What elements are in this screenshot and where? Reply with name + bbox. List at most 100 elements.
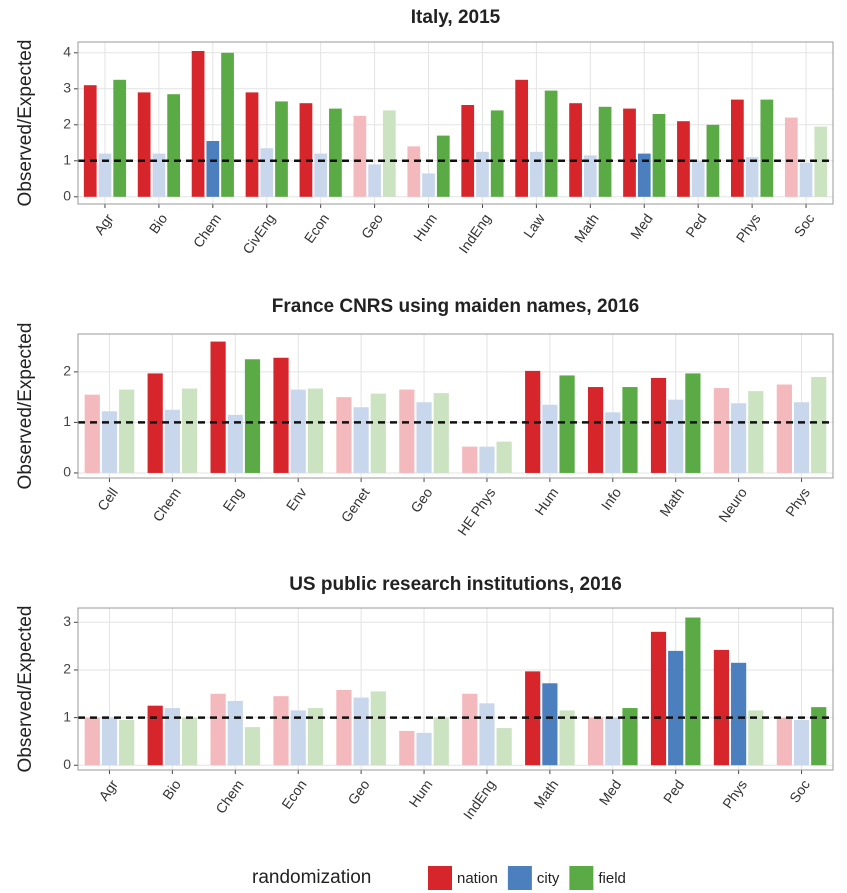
bar <box>776 717 792 766</box>
bar <box>164 708 180 766</box>
bar <box>98 153 112 197</box>
x-tick-label: Hum <box>405 777 435 810</box>
bar <box>731 403 747 473</box>
plot-border <box>77 333 834 479</box>
bar <box>101 717 118 766</box>
x-tick-label: Agr <box>91 210 117 237</box>
bar <box>210 693 226 766</box>
y-tick-label: 1 <box>63 413 71 429</box>
bar <box>137 92 151 197</box>
x-tick-label: Hum <box>410 211 440 244</box>
bar <box>650 631 667 766</box>
bar <box>622 708 638 766</box>
bar <box>622 387 638 473</box>
y-tick-label: 0 <box>63 756 71 772</box>
bar <box>605 717 621 766</box>
bar <box>273 696 289 766</box>
bar <box>544 90 558 197</box>
bar <box>530 151 543 197</box>
legend-title: randomization <box>252 867 371 888</box>
bar <box>730 99 744 197</box>
bar <box>525 370 541 473</box>
bar <box>461 105 475 197</box>
x-tick-label: Geo <box>407 484 435 515</box>
x-tick-label: Math <box>530 777 561 812</box>
x-tick-label: Bio <box>146 210 171 236</box>
bar <box>370 393 386 473</box>
bar <box>569 103 582 197</box>
x-tick-label: Chem <box>212 777 247 817</box>
bar <box>416 732 432 766</box>
x-tick-label: Ped <box>660 777 687 807</box>
bar <box>119 719 135 766</box>
bar <box>113 79 127 197</box>
chart-title: France CNRS using maiden names, 2016 <box>272 296 639 317</box>
bar <box>433 393 449 473</box>
bar <box>307 388 324 473</box>
bar <box>244 359 261 473</box>
x-tick-label: Med <box>627 211 656 242</box>
bar <box>353 407 369 473</box>
bar <box>210 341 226 473</box>
bar <box>353 697 369 766</box>
bar <box>811 376 827 473</box>
bar <box>273 357 289 473</box>
bar <box>329 108 342 197</box>
x-tick-label: Math <box>571 211 602 246</box>
y-tick-label: 0 <box>63 188 71 204</box>
bar <box>336 397 352 473</box>
x-tick-label: HE Phys <box>454 485 498 539</box>
bar <box>260 148 274 197</box>
bar <box>605 412 621 473</box>
x-tick-label: Phys <box>782 485 813 520</box>
chart-title: US public research institutions, 2016 <box>289 574 622 595</box>
bar <box>221 52 234 197</box>
bar <box>479 446 495 473</box>
x-tick-label: Eng <box>219 485 246 515</box>
bar <box>436 135 450 197</box>
bar <box>416 402 432 473</box>
x-tick-label: Soc <box>791 211 818 240</box>
bar <box>731 662 747 766</box>
bar <box>490 110 504 197</box>
x-tick-label: Soc <box>786 777 813 806</box>
bar <box>623 108 636 197</box>
y-tick-label: 3 <box>63 613 71 629</box>
bar <box>479 703 495 766</box>
bar <box>587 387 604 473</box>
bar <box>399 730 415 766</box>
bar <box>422 173 435 197</box>
bar <box>542 683 558 766</box>
y-tick-label: 4 <box>63 44 71 60</box>
bar <box>652 114 666 197</box>
bar <box>84 394 100 473</box>
bar <box>164 409 180 473</box>
chart-title: Italy, 2015 <box>411 7 501 28</box>
bar <box>462 693 478 766</box>
bar <box>227 700 243 766</box>
bar <box>793 719 810 766</box>
bar <box>227 414 243 473</box>
bar <box>101 411 118 473</box>
bar <box>181 717 198 766</box>
bar <box>713 649 730 766</box>
bar <box>745 157 759 197</box>
bar <box>784 117 798 197</box>
bar <box>181 388 198 473</box>
y-axis-label: Observed/Expected <box>15 606 36 773</box>
x-tick-label: Med <box>596 777 625 808</box>
bar <box>336 689 352 766</box>
bar <box>650 377 667 473</box>
y-tick-label: 2 <box>63 661 71 677</box>
bar <box>677 121 690 197</box>
x-tick-label: Geo <box>358 210 386 241</box>
bar <box>167 94 181 197</box>
bar <box>84 717 100 766</box>
x-tick-label: Chem <box>190 211 225 251</box>
bar <box>691 160 705 197</box>
y-tick-label: 1 <box>63 708 71 724</box>
bar <box>685 617 701 766</box>
bar <box>668 399 684 473</box>
bar <box>152 153 166 197</box>
